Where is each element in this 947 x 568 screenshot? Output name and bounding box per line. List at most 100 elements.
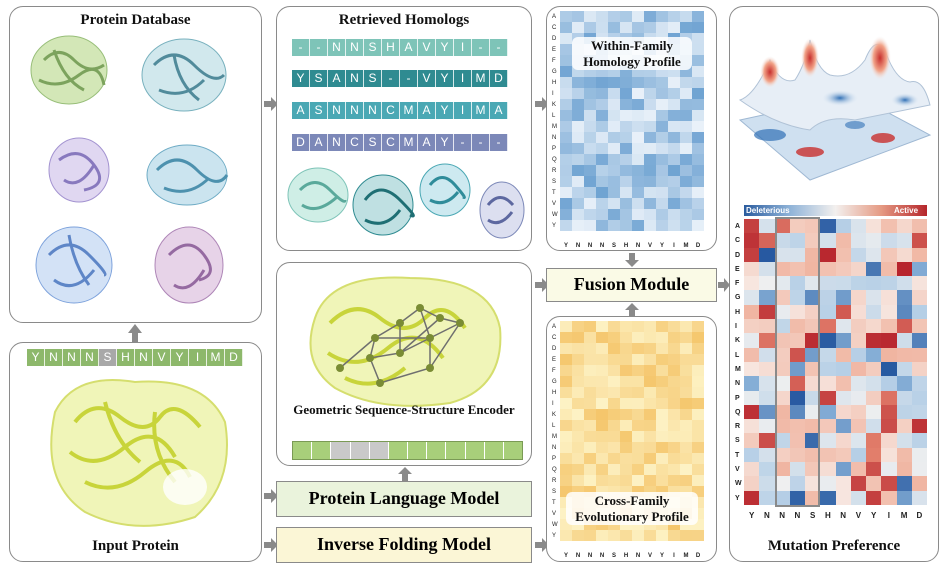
heatmap-cell — [692, 475, 704, 486]
homolog-residue: M — [400, 102, 418, 119]
heatmap-cell — [584, 409, 596, 420]
embedding-token-masked — [331, 442, 351, 459]
row-label: N — [552, 445, 557, 451]
preference-legend-bar — [744, 205, 927, 216]
heatmap-cell — [656, 77, 668, 88]
row-label: W — [735, 480, 742, 488]
row-label: F — [552, 58, 556, 64]
heatmap-cell — [680, 66, 692, 77]
heatmap-cell — [644, 343, 656, 354]
heatmap-cell — [789, 319, 805, 334]
heatmap-cell — [644, 132, 656, 143]
homolog-residue: S — [310, 70, 328, 87]
heatmap-cell — [668, 365, 680, 376]
heatmap-cell — [835, 476, 851, 491]
heatmap-cell — [866, 304, 882, 320]
heatmap-cell — [850, 490, 866, 505]
arrow-plm-to-encoder — [398, 467, 412, 481]
heatmap-cell — [866, 462, 882, 477]
heatmap-cell — [560, 165, 572, 176]
column-label: S — [611, 553, 616, 559]
heatmap-cell — [881, 419, 897, 434]
heatmap-cell — [744, 290, 760, 305]
column-label: N — [599, 243, 605, 249]
heatmap-cell — [692, 44, 704, 55]
heatmap-cell — [560, 431, 572, 442]
heatmap-cell — [656, 209, 668, 220]
heatmap-cell — [596, 77, 608, 88]
heatmap-cell — [668, 220, 680, 231]
heatmap-cell — [789, 433, 805, 448]
heatmap-cell — [644, 409, 656, 420]
heatmap-cell — [608, 365, 620, 376]
protein-structure-magenta — [154, 226, 224, 304]
heatmap-cell — [911, 261, 927, 277]
homolog-residue: A — [328, 70, 346, 87]
heatmap-cell — [911, 333, 927, 348]
heatmap-cell — [759, 219, 775, 234]
heatmap-cell — [881, 276, 897, 291]
heatmap-cell — [850, 390, 866, 405]
heatmap-cell — [820, 219, 836, 234]
heatmap-cell — [572, 187, 584, 198]
heatmap-cell — [835, 376, 851, 391]
heatmap-cell — [560, 442, 572, 453]
heatmap-cell — [644, 220, 656, 231]
row-label: G — [735, 294, 741, 302]
heatmap-cell — [596, 143, 608, 154]
heatmap-cell — [572, 220, 584, 231]
heatmap-cell — [668, 154, 680, 165]
heatmap-cell — [881, 247, 897, 262]
heatmap-cell — [644, 387, 656, 398]
heatmap-cell — [759, 376, 775, 391]
row-label: W — [552, 212, 558, 218]
heatmap-cell — [560, 22, 572, 33]
heatmap-cell — [744, 333, 760, 348]
heatmap-cell — [620, 209, 632, 220]
row-label: F — [552, 368, 556, 374]
heatmap-cell — [680, 398, 692, 409]
row-label: R — [735, 423, 741, 431]
homolog-structure-slate — [479, 181, 525, 239]
row-label: C — [552, 335, 557, 341]
heatmap-cell — [560, 33, 572, 44]
protein-database-title: Protein Database — [80, 12, 191, 28]
heatmap-cell — [584, 442, 596, 453]
heatmap-cell — [644, 420, 656, 431]
embedding-token — [427, 442, 447, 459]
heatmap-cell — [789, 290, 805, 305]
heatmap-cell — [774, 347, 790, 362]
heatmap-cell — [692, 176, 704, 187]
heatmap-cell — [572, 165, 584, 176]
heatmap-cell — [692, 420, 704, 431]
heatmap-cell — [668, 110, 680, 121]
heatmap-cell — [896, 476, 912, 491]
heatmap-cell — [692, 343, 704, 354]
heatmap-cell — [572, 343, 584, 354]
heatmap-cell — [692, 530, 704, 541]
heatmap-cell — [668, 22, 680, 33]
heatmap-cell — [560, 519, 572, 530]
homolog-residue: N — [364, 102, 382, 119]
heatmap-cell — [596, 431, 608, 442]
heatmap-cell — [896, 347, 912, 362]
heatmap-cell — [692, 508, 704, 519]
heatmap-cell — [820, 247, 836, 262]
heatmap-cell — [632, 365, 644, 376]
heatmap-cell — [692, 187, 704, 198]
row-label: Y — [552, 223, 557, 229]
heatmap-cell — [896, 247, 912, 262]
row-label: S — [552, 489, 557, 495]
heatmap-cell — [668, 431, 680, 442]
heatmap-cell — [866, 276, 882, 291]
heatmap-cell — [789, 276, 805, 291]
heatmap-cell — [608, 332, 620, 343]
column-label: N — [779, 511, 786, 520]
heatmap-cell — [774, 490, 790, 505]
heatmap-cell — [560, 354, 572, 365]
heatmap-cell — [866, 333, 882, 348]
heatmap-cell — [881, 361, 897, 377]
